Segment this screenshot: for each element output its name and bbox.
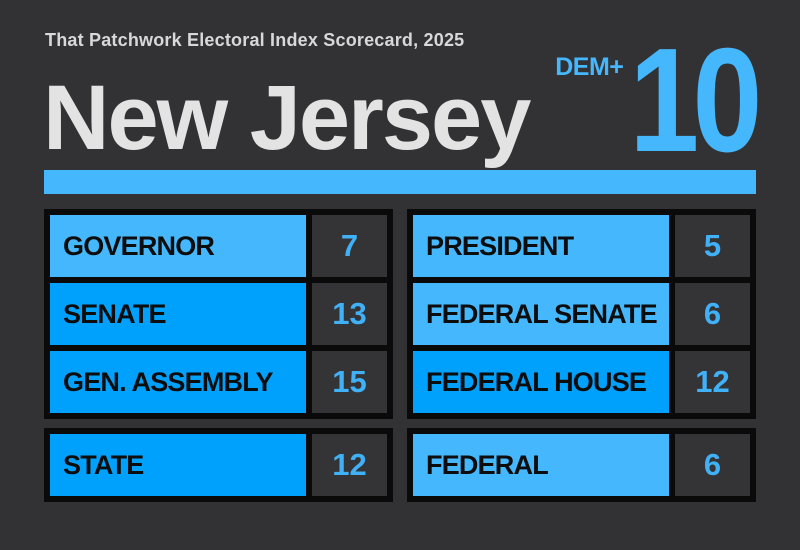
race-score: 6: [675, 283, 750, 345]
federal-races-group: PRESIDENT 5 FEDERAL SENATE 6 FEDERAL HOU…: [407, 209, 756, 419]
score-row: GOVERNOR 7: [50, 215, 387, 277]
race-score: 12: [675, 351, 750, 413]
score-row: STATE 12: [50, 434, 387, 496]
lean-party-label: DEM+: [555, 53, 624, 81]
race-label: GOVERNOR: [50, 215, 306, 277]
race-score: 13: [312, 283, 387, 345]
divider-bar: [44, 170, 756, 194]
state-column: GOVERNOR 7 SENATE 13 GEN. ASSEMBLY 15 ST…: [44, 209, 393, 502]
race-score: 7: [312, 215, 387, 277]
summary-score: 6: [675, 434, 750, 496]
state-total-group: STATE 12: [44, 428, 393, 502]
summary-score: 12: [312, 434, 387, 496]
kicker-title: That Patchwork Electoral Index Scorecard…: [45, 30, 465, 50]
race-score: 5: [675, 215, 750, 277]
score-row: GEN. ASSEMBLY 15: [50, 351, 387, 413]
lean-score-value: 10: [629, 18, 763, 183]
race-label: SENATE: [50, 283, 306, 345]
race-label: GEN. ASSEMBLY: [50, 351, 306, 413]
summary-label: STATE: [50, 434, 306, 496]
state-heading: New Jersey: [43, 67, 531, 169]
race-label: FEDERAL SENATE: [413, 283, 669, 345]
race-label: PRESIDENT: [413, 215, 669, 277]
score-row: SENATE 13: [50, 283, 387, 345]
lean-badge: DEM+ 10: [539, 18, 763, 183]
race-label: FEDERAL HOUSE: [413, 351, 669, 413]
scoreboard: GOVERNOR 7 SENATE 13 GEN. ASSEMBLY 15 ST…: [44, 209, 756, 502]
race-score: 15: [312, 351, 387, 413]
score-row: FEDERAL 6: [413, 434, 750, 496]
score-row: FEDERAL HOUSE 12: [413, 351, 750, 413]
federal-column: PRESIDENT 5 FEDERAL SENATE 6 FEDERAL HOU…: [407, 209, 756, 502]
state-races-group: GOVERNOR 7 SENATE 13 GEN. ASSEMBLY 15: [44, 209, 393, 419]
federal-total-group: FEDERAL 6: [407, 428, 756, 502]
score-row: PRESIDENT 5: [413, 215, 750, 277]
summary-label: FEDERAL: [413, 434, 669, 496]
score-row: FEDERAL SENATE 6: [413, 283, 750, 345]
